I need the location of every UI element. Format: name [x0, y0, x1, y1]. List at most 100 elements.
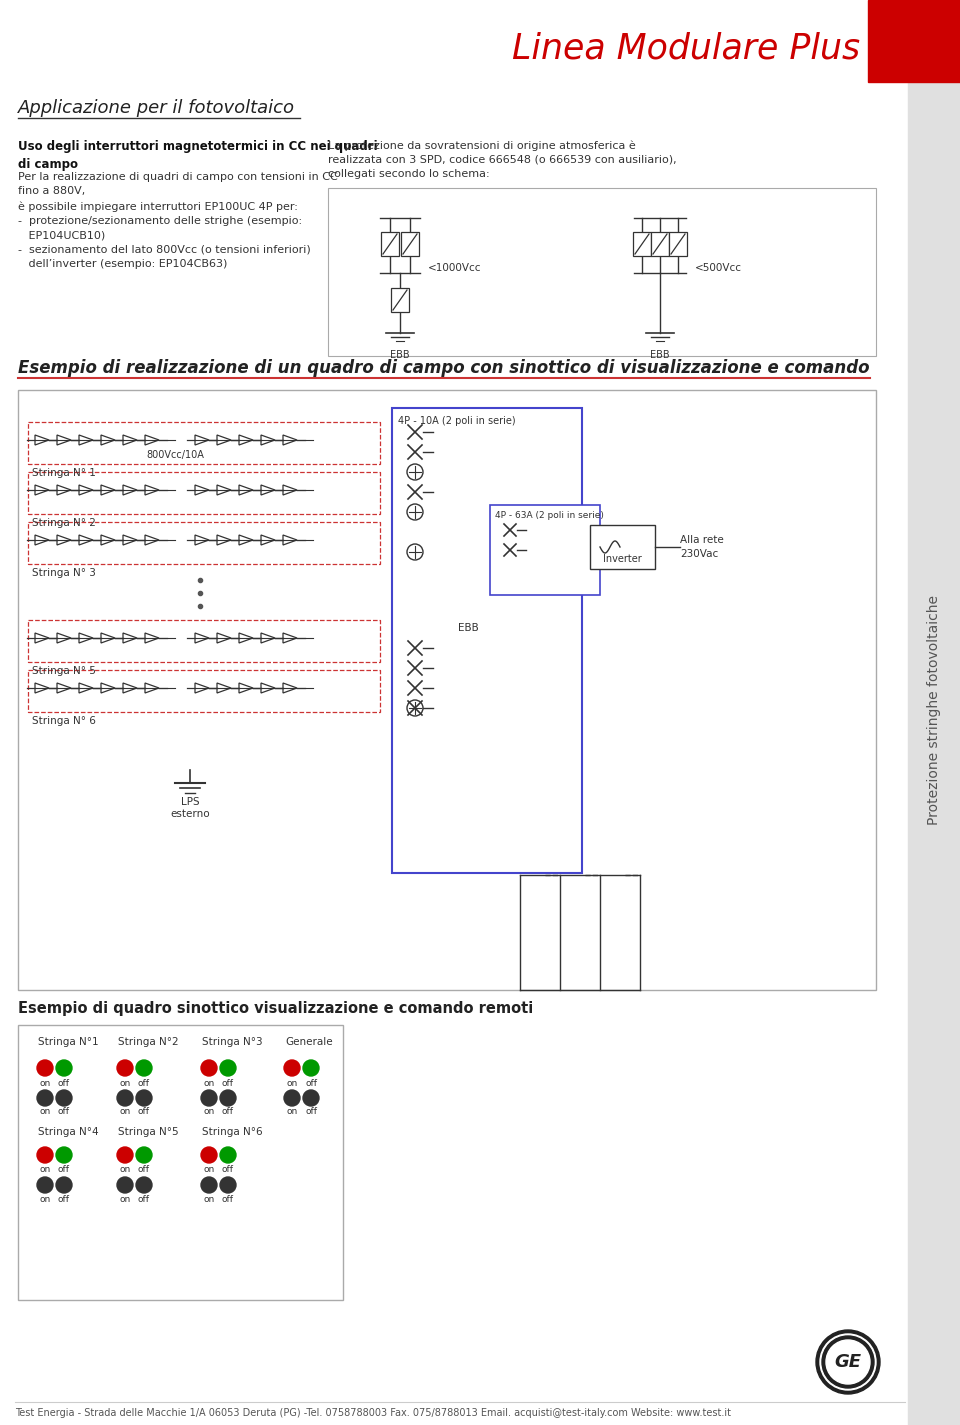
- Text: EBB: EBB: [650, 351, 670, 361]
- Text: off: off: [138, 1196, 150, 1204]
- Text: off: off: [222, 1196, 234, 1204]
- Text: on: on: [286, 1107, 298, 1117]
- Circle shape: [820, 1334, 876, 1389]
- Text: on: on: [119, 1166, 131, 1174]
- Circle shape: [117, 1060, 133, 1076]
- Text: Alla rete
230Vac: Alla rete 230Vac: [680, 536, 724, 559]
- Circle shape: [136, 1177, 152, 1193]
- Bar: [328, 188, 876, 356]
- Circle shape: [220, 1060, 236, 1076]
- Text: off: off: [138, 1107, 150, 1117]
- Circle shape: [37, 1060, 53, 1076]
- Text: on: on: [119, 1079, 131, 1087]
- Bar: [28, 472, 380, 514]
- Text: on: on: [204, 1079, 215, 1087]
- Text: off: off: [222, 1079, 234, 1087]
- Text: on: on: [286, 1079, 298, 1087]
- Bar: [669, 232, 687, 256]
- Text: Applicazione per il fotovoltaico: Applicazione per il fotovoltaico: [18, 98, 295, 117]
- Circle shape: [37, 1177, 53, 1193]
- Text: La protezione da sovratensioni di origine atmosferica è
realizzata con 3 SPD, co: La protezione da sovratensioni di origin…: [328, 140, 677, 180]
- Text: on: on: [204, 1107, 215, 1117]
- Text: Stringa N° 5: Stringa N° 5: [32, 665, 96, 675]
- Circle shape: [816, 1330, 880, 1394]
- Text: on: on: [39, 1079, 51, 1087]
- Text: Stringa N°2: Stringa N°2: [118, 1037, 179, 1047]
- Text: off: off: [58, 1196, 70, 1204]
- Circle shape: [136, 1060, 152, 1076]
- Circle shape: [56, 1147, 72, 1163]
- Text: Generale: Generale: [285, 1037, 332, 1047]
- Circle shape: [136, 1147, 152, 1163]
- Text: Esempio di quadro sinottico visualizzazione e comando remoti: Esempio di quadro sinottico visualizzazi…: [18, 1000, 533, 1016]
- Text: <1000Vcc: <1000Vcc: [428, 264, 482, 274]
- Bar: [28, 670, 380, 712]
- Text: Inverter: Inverter: [603, 554, 641, 564]
- Circle shape: [117, 1147, 133, 1163]
- Circle shape: [201, 1060, 217, 1076]
- Text: <500Vcc: <500Vcc: [695, 264, 742, 274]
- Text: on: on: [39, 1196, 51, 1204]
- Bar: [28, 522, 380, 564]
- Circle shape: [117, 1090, 133, 1106]
- Bar: [18, 390, 876, 990]
- Text: LPS
esterno: LPS esterno: [170, 797, 210, 819]
- Text: Protezione stringhe fotovoltaiche: Protezione stringhe fotovoltaiche: [927, 596, 941, 825]
- Bar: [28, 620, 380, 663]
- Text: Stringa N°3: Stringa N°3: [202, 1037, 263, 1047]
- Bar: [18, 1025, 343, 1300]
- Text: 4P - 10A (2 poli in serie): 4P - 10A (2 poli in serie): [398, 416, 516, 426]
- Circle shape: [303, 1090, 319, 1106]
- Text: on: on: [204, 1166, 215, 1174]
- Circle shape: [201, 1177, 217, 1193]
- Bar: [633, 232, 651, 256]
- Bar: [381, 232, 399, 256]
- Text: Stringa N° 2: Stringa N° 2: [32, 519, 96, 529]
- Bar: [391, 288, 409, 312]
- Circle shape: [136, 1090, 152, 1106]
- Text: EBB: EBB: [458, 623, 478, 633]
- Circle shape: [56, 1060, 72, 1076]
- Circle shape: [303, 1060, 319, 1076]
- Text: off: off: [138, 1079, 150, 1087]
- Circle shape: [822, 1337, 874, 1388]
- Text: off: off: [58, 1166, 70, 1174]
- Text: off: off: [58, 1079, 70, 1087]
- Bar: [401, 232, 419, 256]
- Text: EBB: EBB: [390, 351, 410, 361]
- Text: GE: GE: [834, 1352, 861, 1371]
- Text: Stringa N° 6: Stringa N° 6: [32, 715, 96, 725]
- Bar: [868, 0, 960, 83]
- Text: on: on: [39, 1166, 51, 1174]
- Circle shape: [284, 1090, 300, 1106]
- Text: Per la realizzazione di quadri di campo con tensioni in CC
fino a 880V,
è possib: Per la realizzazione di quadri di campo …: [18, 172, 338, 269]
- Circle shape: [220, 1177, 236, 1193]
- Text: off: off: [222, 1166, 234, 1174]
- Text: Stringa N°6: Stringa N°6: [202, 1127, 263, 1137]
- Text: off: off: [305, 1107, 317, 1117]
- Circle shape: [201, 1090, 217, 1106]
- Bar: [490, 504, 600, 596]
- Text: off: off: [305, 1079, 317, 1087]
- Text: on: on: [119, 1196, 131, 1204]
- Text: Uso degli interruttori magnetotermici in CC nei quadri
di campo: Uso degli interruttori magnetotermici in…: [18, 140, 377, 171]
- Circle shape: [37, 1147, 53, 1163]
- Circle shape: [201, 1147, 217, 1163]
- Bar: [651, 232, 669, 256]
- Circle shape: [117, 1177, 133, 1193]
- Text: Linea Modulare Plus: Linea Modulare Plus: [512, 31, 860, 66]
- Text: off: off: [138, 1166, 150, 1174]
- Text: on: on: [39, 1107, 51, 1117]
- Circle shape: [826, 1340, 870, 1384]
- Circle shape: [56, 1090, 72, 1106]
- Circle shape: [220, 1090, 236, 1106]
- Text: on: on: [204, 1196, 215, 1204]
- Circle shape: [284, 1060, 300, 1076]
- Text: off: off: [222, 1107, 234, 1117]
- Bar: [908, 0, 960, 1425]
- Bar: [590, 524, 655, 569]
- Text: Stringa N° 1: Stringa N° 1: [32, 467, 96, 477]
- Text: Stringa N°4: Stringa N°4: [38, 1127, 99, 1137]
- Text: Test Energia - Strada delle Macchie 1/A 06053 Deruta (PG) -Tel. 0758788003 Fax. : Test Energia - Strada delle Macchie 1/A …: [15, 1408, 731, 1418]
- Bar: [392, 408, 582, 874]
